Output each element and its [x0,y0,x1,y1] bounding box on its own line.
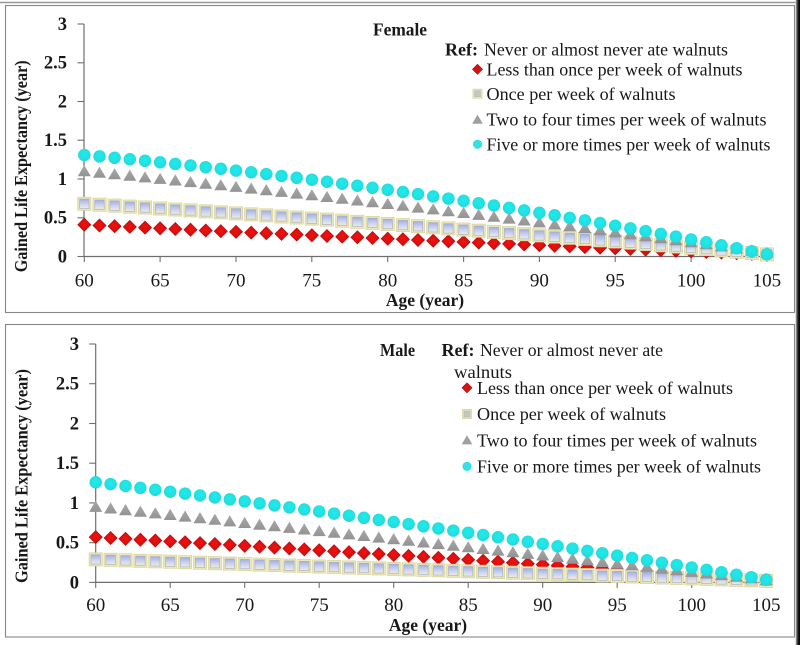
svg-text:Two to four times per week of: Two to four times per week of walnuts [477,430,757,450]
svg-text:95: 95 [606,271,625,292]
svg-text:60: 60 [75,271,94,292]
svg-text:Female: Female [373,20,427,40]
svg-text:1.5: 1.5 [56,454,79,474]
svg-text:Male: Male [380,340,415,360]
svg-text:95: 95 [608,595,627,616]
svg-text:90: 90 [533,595,552,616]
svg-text:Less than once per week of wal: Less than once per week of walnuts [477,378,733,398]
svg-text:Age (year): Age (year) [386,290,464,310]
svg-text:100: 100 [677,595,706,616]
svg-text:Age (year): Age (year) [389,615,467,635]
svg-text:3: 3 [58,15,67,35]
svg-text:105: 105 [752,595,781,616]
svg-text:Gained Life Expectancy (year): Gained Life Expectancy (year) [12,369,33,583]
svg-text:walnuts: walnuts [454,362,512,382]
svg-text:0.5: 0.5 [44,209,67,229]
svg-text:85: 85 [459,595,478,616]
svg-text:Gained Life Expectancy (year): Gained Life Expectancy (year) [11,60,32,272]
svg-text:70: 70 [235,595,254,616]
svg-text:0: 0 [58,247,67,267]
svg-text:2: 2 [70,414,79,434]
svg-text:2.5: 2.5 [56,375,79,395]
svg-text:Less than once per week of wal: Less than once per week of walnuts [487,60,743,80]
svg-text:90: 90 [530,271,549,292]
svg-text:85: 85 [454,271,473,292]
svg-text:1.5: 1.5 [44,131,67,151]
svg-text:Once per week of walnuts: Once per week of walnuts [487,84,676,104]
svg-text:Ref:: Ref: [445,40,478,60]
svg-text:0.5: 0.5 [56,534,79,554]
svg-text:105: 105 [753,271,782,292]
svg-text:Never or almost never ate waln: Never or almost never ate walnuts [484,40,728,60]
svg-text:Five or more times per week of: Five or more times per week of walnuts [477,457,761,477]
svg-text:80: 80 [378,271,397,292]
svg-text:100: 100 [677,271,706,292]
svg-text:75: 75 [302,271,321,292]
svg-text:65: 65 [151,271,170,292]
svg-text:Never or almost never ate: Never or almost never ate [480,340,663,360]
svg-text:3: 3 [70,335,79,355]
svg-text:65: 65 [161,595,180,616]
svg-text:0: 0 [70,573,79,593]
svg-text:80: 80 [384,595,403,616]
svg-text:Two to four times per week of: Two to four times per week of walnuts [487,110,767,130]
svg-text:2.5: 2.5 [44,54,67,74]
svg-text:2: 2 [58,92,67,112]
svg-text:60: 60 [86,595,105,616]
svg-text:Five or more times per week of: Five or more times per week of walnuts [487,135,771,155]
svg-text:75: 75 [310,595,329,616]
svg-text:70: 70 [227,271,246,292]
svg-text:1: 1 [70,494,79,514]
svg-text:Once per week of walnuts: Once per week of walnuts [477,404,666,424]
svg-text:Ref:: Ref: [442,340,475,360]
svg-text:1: 1 [58,170,67,190]
